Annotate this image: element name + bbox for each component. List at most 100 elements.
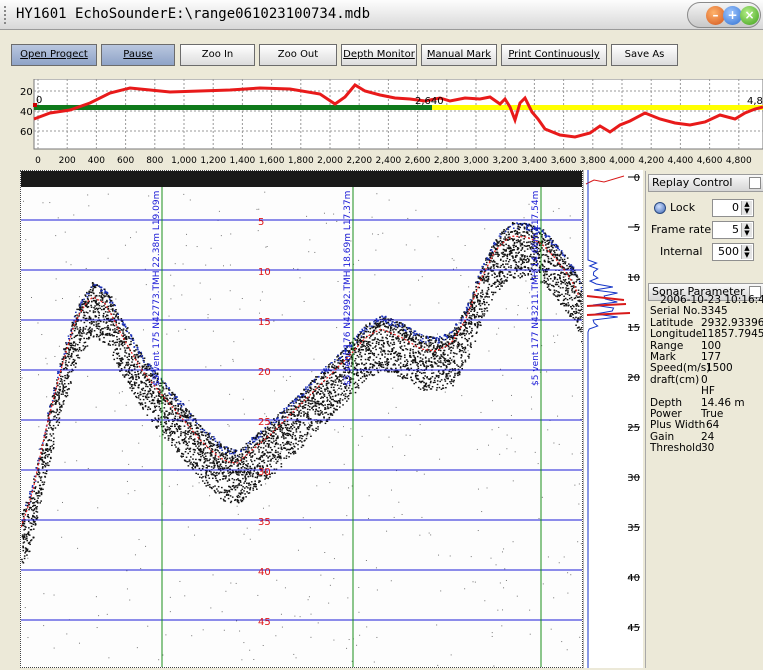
echo-speck xyxy=(99,286,102,288)
noise-speck xyxy=(547,429,549,431)
pause-button[interactable]: Pause xyxy=(101,44,175,66)
echo-speck xyxy=(57,376,59,379)
echo-speck xyxy=(411,379,414,382)
save-as-button[interactable]: Save As xyxy=(611,44,678,66)
echo-speck xyxy=(220,447,223,449)
echo-speck xyxy=(147,406,150,408)
echo-speck xyxy=(111,320,114,323)
echo-speck xyxy=(385,330,387,332)
echo-speck xyxy=(102,312,105,315)
echo-speck xyxy=(179,408,182,410)
echo-speck xyxy=(290,447,293,450)
minimize-icon[interactable]: – xyxy=(706,6,725,25)
echo-speck xyxy=(32,509,35,512)
echo-speck xyxy=(276,456,279,459)
echo-speck xyxy=(119,359,122,362)
echo-speck xyxy=(414,341,417,343)
echo-speck xyxy=(343,367,345,369)
noise-speck xyxy=(218,453,220,455)
overview-completed-bar xyxy=(34,105,432,110)
echo-speck xyxy=(169,428,172,430)
echo-speck xyxy=(334,379,337,381)
echo-speck xyxy=(34,524,37,526)
echo-speck xyxy=(224,477,227,480)
echo-speck xyxy=(92,290,94,292)
echo-speck xyxy=(149,408,152,410)
echo-speck xyxy=(340,356,342,359)
echo-speck xyxy=(208,459,210,462)
echo-speck xyxy=(299,403,301,405)
titlebar-grip[interactable] xyxy=(4,6,10,24)
echo-speck xyxy=(103,341,105,343)
echo-speck xyxy=(116,357,119,360)
echo-speck xyxy=(150,367,153,369)
echo-speck xyxy=(230,500,233,503)
echo-speck xyxy=(173,432,176,435)
echo-speck xyxy=(171,394,173,396)
echo-speck xyxy=(280,463,283,465)
echo-speck xyxy=(127,358,130,361)
echo-speck xyxy=(184,414,187,417)
noise-speck xyxy=(336,389,338,391)
echo-speck xyxy=(401,323,404,325)
echo-speck xyxy=(413,340,415,343)
echo-speck xyxy=(63,367,66,370)
echo-speck xyxy=(293,411,295,414)
echo-speck xyxy=(118,327,120,329)
echo-speck xyxy=(334,384,336,386)
zoom-in-button[interactable]: Zoo In xyxy=(180,44,255,66)
echo-speck xyxy=(217,445,220,448)
echo-speck xyxy=(174,444,176,446)
close-icon[interactable]: × xyxy=(740,6,759,25)
echo-speck xyxy=(185,410,188,413)
noise-speck xyxy=(229,264,231,266)
echo-speck xyxy=(264,472,267,475)
echo-speck xyxy=(238,462,240,464)
echo-speck xyxy=(381,353,383,355)
echo-speck xyxy=(360,331,363,333)
echo-speck xyxy=(169,425,172,428)
zoom-out-button[interactable]: Zoo Out xyxy=(259,44,337,66)
echo-speck xyxy=(312,429,315,431)
depth-monitor-button[interactable]: Depth Monitor xyxy=(341,44,417,66)
echo-speck xyxy=(398,324,401,326)
echo-speck xyxy=(297,395,299,397)
echo-speck xyxy=(336,359,339,361)
echo-speck xyxy=(330,403,333,406)
echo-speck xyxy=(222,467,224,469)
echo-speck xyxy=(65,343,68,346)
echo-speck xyxy=(198,437,201,440)
echo-speck xyxy=(401,334,403,337)
echo-speck xyxy=(378,331,381,334)
echo-speck xyxy=(344,376,347,378)
echo-speck xyxy=(362,333,364,335)
echo-speck xyxy=(281,411,284,413)
echo-speck xyxy=(332,404,334,406)
echo-speck xyxy=(322,377,325,380)
echo-speck xyxy=(103,294,105,297)
echo-speck xyxy=(70,370,73,373)
echo-speck xyxy=(205,474,208,476)
echo-speck xyxy=(290,414,293,416)
echo-speck xyxy=(388,371,390,373)
echo-speck xyxy=(88,292,90,294)
echo-speck xyxy=(59,406,62,408)
open-project-button[interactable]: Open Progect xyxy=(11,44,97,66)
echo-speck xyxy=(370,350,372,352)
echo-speck xyxy=(191,415,193,417)
echo-speck xyxy=(321,377,324,379)
echo-speck xyxy=(141,403,144,406)
echo-speck xyxy=(157,394,160,397)
echo-speck xyxy=(138,377,140,379)
echo-speck xyxy=(401,324,404,326)
print-continuously-button[interactable]: Print Continuously xyxy=(501,44,607,66)
echo-speck xyxy=(306,408,309,411)
echogram-view[interactable]: 5 10 15 20 25 30 35 40 45 $5 vent 175 N42773.TMH… xyxy=(20,170,583,668)
manual-mark-button[interactable]: Manual Mark xyxy=(421,44,497,66)
maximize-icon[interactable]: + xyxy=(723,6,742,25)
echo-speck xyxy=(113,324,116,327)
echo-speck xyxy=(277,451,279,453)
echo-speck xyxy=(253,459,256,462)
echo-speck xyxy=(287,441,290,443)
